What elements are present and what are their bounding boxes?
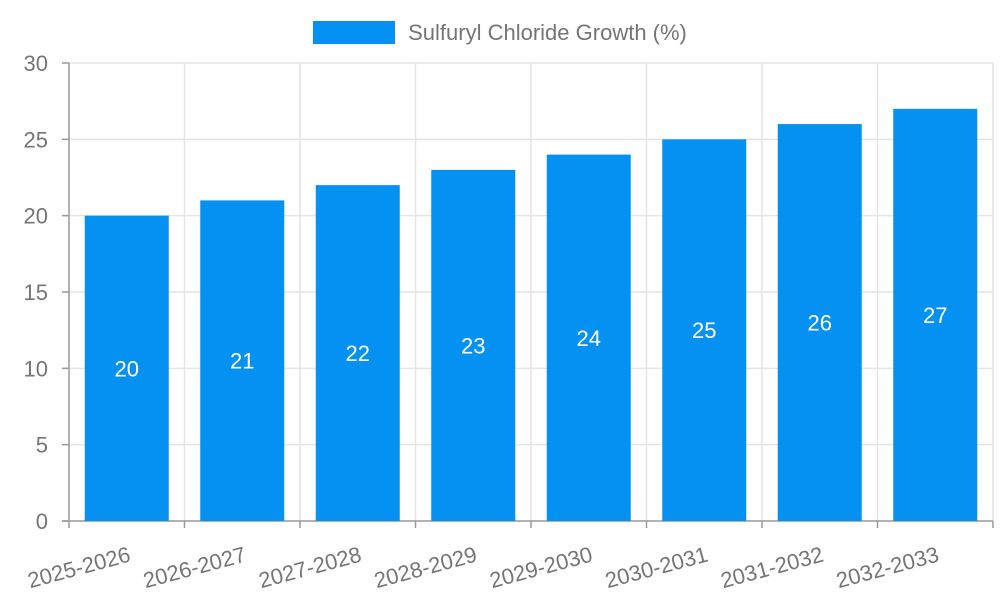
bar-value-label: 24 [577, 326, 601, 351]
x-tick-label: 2029-2030 [487, 542, 595, 593]
bar-value-label: 22 [346, 341, 370, 366]
bar[interactable] [546, 154, 631, 521]
bar-value-label: 20 [115, 356, 139, 381]
x-tick-label: 2032-2033 [833, 542, 941, 593]
bar[interactable] [315, 185, 400, 521]
y-tick-label: 30 [24, 51, 48, 76]
bar-value-label: 23 [461, 333, 485, 358]
x-tick-label: 2026-2027 [140, 542, 248, 593]
y-tick-label: 15 [24, 280, 48, 305]
bar-value-label: 21 [230, 349, 254, 374]
bar-value-label: 26 [808, 311, 832, 336]
y-tick-label: 20 [24, 204, 48, 229]
bar[interactable] [200, 200, 285, 521]
bar[interactable] [84, 215, 169, 521]
x-tick-label: 2028-2029 [371, 542, 479, 593]
x-tick-label: 2025-2026 [25, 542, 133, 593]
y-tick-label: 10 [24, 356, 48, 381]
y-tick-label: 25 [24, 127, 48, 152]
bar[interactable] [777, 124, 862, 522]
y-tick-label: 5 [36, 433, 48, 458]
x-tick-label: 2031-2032 [718, 542, 826, 593]
bar[interactable] [662, 139, 747, 522]
legend-swatch [313, 21, 396, 44]
x-tick-label: 2027-2028 [256, 542, 364, 593]
bar[interactable] [431, 169, 516, 521]
bar[interactable] [893, 108, 978, 522]
legend-label: Sulfuryl Chloride Growth (%) [408, 20, 687, 45]
legend-item[interactable]: Sulfuryl Chloride Growth (%) [0, 20, 1000, 45]
bar-value-label: 27 [923, 303, 947, 328]
y-tick-label: 0 [36, 509, 48, 534]
bar-value-label: 25 [692, 318, 716, 343]
x-tick-label: 2030-2031 [602, 542, 710, 593]
